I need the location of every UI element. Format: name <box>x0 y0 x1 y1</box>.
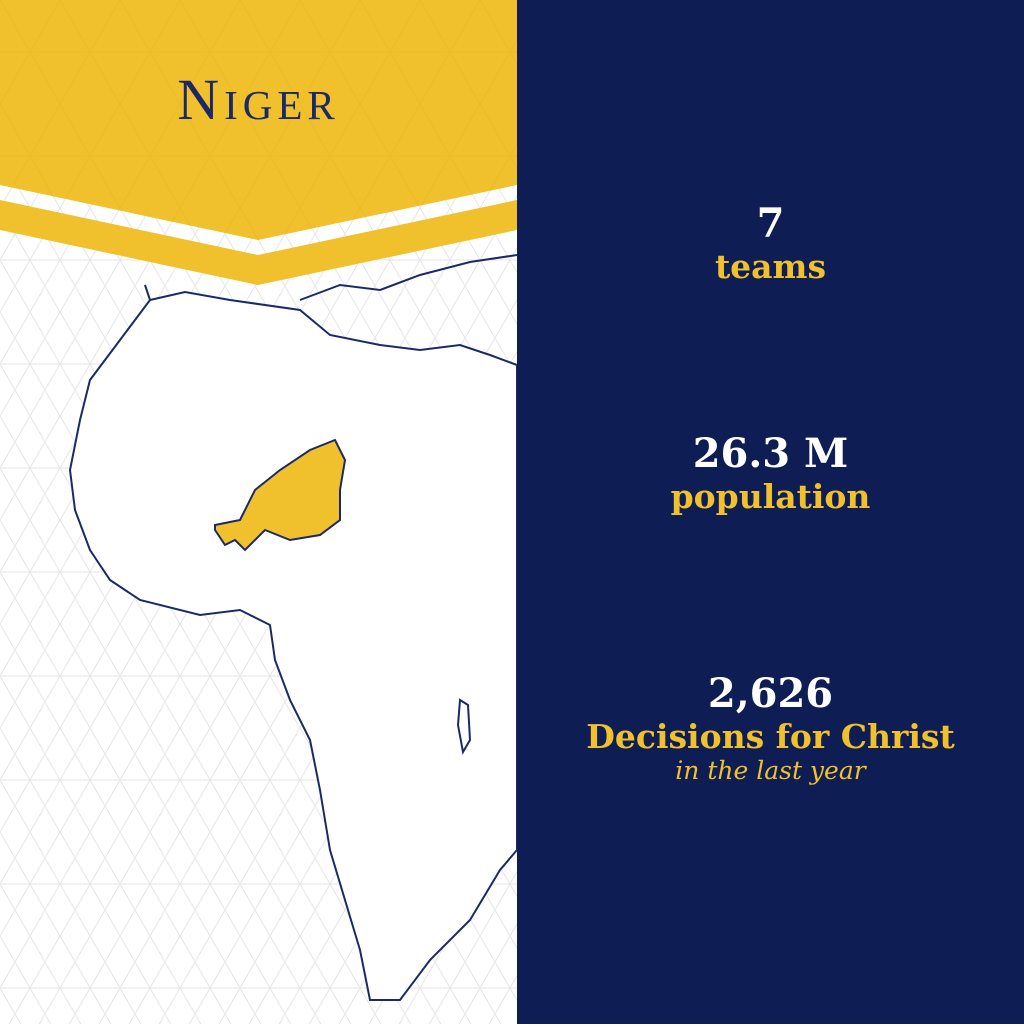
title: Niger <box>177 67 340 132</box>
africa <box>68 290 518 1001</box>
stats-panel: 7 teams 26.3 M population 2,626 Decision… <box>517 0 1024 1024</box>
stat: 7 teams <box>517 200 1024 286</box>
stat-label: population <box>670 477 871 516</box>
map-panel: Niger <box>0 0 518 1024</box>
madagascar <box>456 698 472 755</box>
stat: 26.3 M population <box>517 430 1024 516</box>
stat-label: Decisions for Christ <box>586 717 955 756</box>
banner-pattern <box>0 0 517 240</box>
europe-coast <box>144 254 518 301</box>
stat-value: 2,626 <box>707 670 834 717</box>
stat-value: 7 <box>756 200 785 247</box>
chevron <box>0 200 517 285</box>
stat-note: in the last year <box>675 756 866 785</box>
stat: 2,626 Decisions for Christ in the last y… <box>517 670 1024 785</box>
stat-value: 26.3 M <box>692 430 849 477</box>
map <box>0 0 518 1024</box>
niger <box>214 438 347 552</box>
stat-label: teams <box>714 247 827 286</box>
